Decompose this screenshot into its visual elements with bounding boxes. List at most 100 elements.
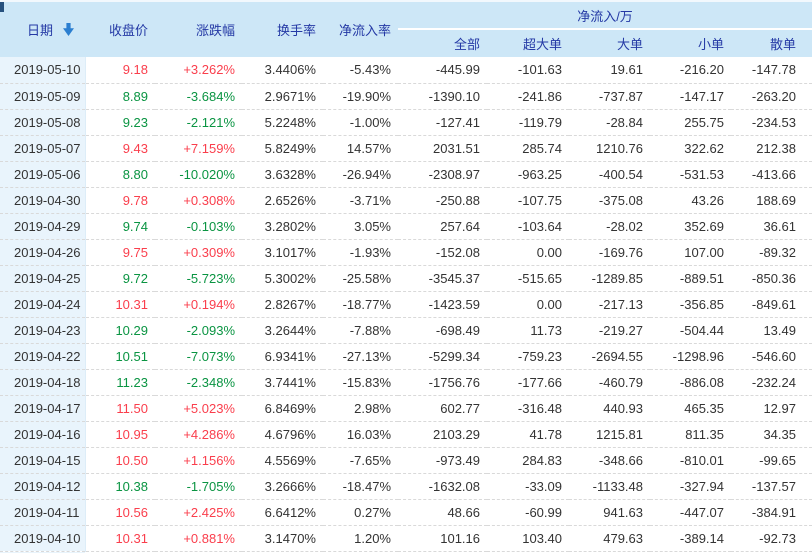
turnover-rate-cell: 6.6412% bbox=[242, 499, 323, 526]
inflow-rate-cell: 1.20% bbox=[323, 525, 398, 552]
inflow-retail-cell: 12.97 bbox=[731, 395, 812, 422]
inflow-small-cell: 465.35 bbox=[650, 395, 731, 422]
change-percent-cell: +0.194% bbox=[155, 291, 242, 318]
inflow-super-large-cell: -107.75 bbox=[487, 187, 569, 214]
inflow-small-cell: -447.07 bbox=[650, 499, 731, 526]
inflow-retail-cell: -147.78 bbox=[731, 57, 812, 84]
table-row: 2019-05-10 9.18 +3.262% 3.4406% -5.43% -… bbox=[0, 57, 812, 84]
inflow-large-cell: 440.93 bbox=[569, 395, 650, 422]
inflow-large-cell: -28.84 bbox=[569, 109, 650, 136]
inflow-large-cell: -1289.85 bbox=[569, 265, 650, 292]
turnover-rate-cell: 2.8267% bbox=[242, 291, 323, 318]
inflow-retail-cell: 13.49 bbox=[731, 317, 812, 344]
close-price-cell: 10.29 bbox=[85, 317, 155, 344]
close-price-cell: 10.31 bbox=[85, 525, 155, 552]
column-header-change: 涨跌幅 bbox=[155, 2, 242, 57]
date-cell: 2019-04-16 bbox=[0, 421, 86, 448]
inflow-large-cell: -375.08 bbox=[569, 187, 650, 214]
inflow-large-cell: 1210.76 bbox=[569, 135, 650, 162]
inflow-super-large-cell: 103.40 bbox=[487, 525, 569, 552]
inflow-large-cell: -28.02 bbox=[569, 213, 650, 240]
inflow-small-cell: -147.17 bbox=[650, 83, 731, 110]
close-price-cell: 9.78 bbox=[85, 187, 155, 214]
date-cell: 2019-04-11 bbox=[0, 499, 86, 526]
column-header-all: 全部 bbox=[398, 29, 487, 57]
change-percent-cell: -10.020% bbox=[155, 161, 242, 188]
inflow-all-cell: -1756.76 bbox=[398, 369, 487, 396]
inflow-small-cell: 107.00 bbox=[650, 239, 731, 266]
inflow-all-cell: -698.49 bbox=[398, 317, 487, 344]
turnover-rate-cell: 2.6526% bbox=[242, 187, 323, 214]
close-price-cell: 10.38 bbox=[85, 473, 155, 500]
turnover-rate-cell: 5.3002% bbox=[242, 265, 323, 292]
table-row: 2019-05-06 8.80 -10.020% 3.6328% -26.94%… bbox=[0, 161, 812, 188]
table-row: 2019-04-22 10.51 -7.073% 6.9341% -27.13%… bbox=[0, 343, 812, 370]
inflow-rate-cell: -5.43% bbox=[323, 57, 398, 84]
change-percent-cell: -5.723% bbox=[155, 265, 242, 292]
close-price-cell: 9.72 bbox=[85, 265, 155, 292]
inflow-large-cell: -348.66 bbox=[569, 447, 650, 474]
change-percent-cell: +5.023% bbox=[155, 395, 242, 422]
inflow-small-cell: -356.85 bbox=[650, 291, 731, 318]
inflow-super-large-cell: -963.25 bbox=[487, 161, 569, 188]
inflow-all-cell: -152.08 bbox=[398, 239, 487, 266]
change-percent-cell: -2.348% bbox=[155, 369, 242, 396]
date-cell: 2019-05-08 bbox=[0, 109, 86, 136]
inflow-retail-cell: -849.61 bbox=[731, 291, 812, 318]
corner-accent bbox=[0, 2, 4, 12]
inflow-retail-cell: -99.65 bbox=[731, 447, 812, 474]
inflow-large-cell: -217.13 bbox=[569, 291, 650, 318]
inflow-super-large-cell: 0.00 bbox=[487, 239, 569, 266]
inflow-rate-cell: 0.27% bbox=[323, 499, 398, 526]
sort-descending-icon[interactable] bbox=[63, 23, 75, 36]
table-row: 2019-04-16 10.95 +4.286% 4.6796% 16.03% … bbox=[0, 421, 812, 448]
date-cell: 2019-05-10 bbox=[0, 57, 86, 84]
inflow-super-large-cell: -316.48 bbox=[487, 395, 569, 422]
inflow-rate-cell: 14.57% bbox=[323, 135, 398, 162]
inflow-small-cell: 811.35 bbox=[650, 421, 731, 448]
inflow-super-large-cell: 284.83 bbox=[487, 447, 569, 474]
turnover-rate-cell: 5.2248% bbox=[242, 109, 323, 136]
table-row: 2019-05-08 9.23 -2.121% 5.2248% -1.00% -… bbox=[0, 109, 812, 136]
inflow-super-large-cell: -177.66 bbox=[487, 369, 569, 396]
inflow-rate-cell: -7.88% bbox=[323, 317, 398, 344]
inflow-small-cell: -886.08 bbox=[650, 369, 731, 396]
inflow-rate-cell: -1.93% bbox=[323, 239, 398, 266]
column-header-date[interactable]: 日期 bbox=[0, 2, 85, 57]
table-row: 2019-04-26 9.75 +0.309% 3.1017% -1.93% -… bbox=[0, 239, 812, 266]
inflow-small-cell: -810.01 bbox=[650, 447, 731, 474]
inflow-large-cell: -1133.48 bbox=[569, 473, 650, 500]
inflow-all-cell: -5299.34 bbox=[398, 343, 487, 370]
close-price-cell: 11.23 bbox=[85, 369, 155, 396]
inflow-retail-cell: 188.69 bbox=[731, 187, 812, 214]
inflow-super-large-cell: 285.74 bbox=[487, 135, 569, 162]
inflow-all-cell: -1423.59 bbox=[398, 291, 487, 318]
inflow-retail-cell: -850.36 bbox=[731, 265, 812, 292]
change-percent-cell: +4.286% bbox=[155, 421, 242, 448]
inflow-small-cell: 255.75 bbox=[650, 109, 731, 136]
inflow-super-large-cell: -241.86 bbox=[487, 83, 569, 110]
turnover-rate-cell: 5.8249% bbox=[242, 135, 323, 162]
turnover-rate-cell: 3.2802% bbox=[242, 213, 323, 240]
column-header-retail: 散单 bbox=[731, 29, 812, 57]
inflow-retail-cell: -232.24 bbox=[731, 369, 812, 396]
inflow-large-cell: -737.87 bbox=[569, 83, 650, 110]
inflow-large-cell: 941.63 bbox=[569, 499, 650, 526]
inflow-rate-cell: -7.65% bbox=[323, 447, 398, 474]
inflow-all-cell: -1390.10 bbox=[398, 83, 487, 110]
table-row: 2019-04-12 10.38 -1.705% 3.2666% -18.47%… bbox=[0, 473, 812, 500]
inflow-small-cell: -216.20 bbox=[650, 57, 731, 84]
date-cell: 2019-04-29 bbox=[0, 213, 86, 240]
table-row: 2019-04-25 9.72 -5.723% 5.3002% -25.58% … bbox=[0, 265, 812, 292]
table-row: 2019-04-24 10.31 +0.194% 2.8267% -18.77%… bbox=[0, 291, 812, 318]
inflow-small-cell: -1298.96 bbox=[650, 343, 731, 370]
inflow-large-cell: 19.61 bbox=[569, 57, 650, 84]
close-price-cell: 9.74 bbox=[85, 213, 155, 240]
inflow-super-large-cell: -60.99 bbox=[487, 499, 569, 526]
inflow-rate-cell: -3.71% bbox=[323, 187, 398, 214]
table-row: 2019-04-18 11.23 -2.348% 3.7441% -15.83%… bbox=[0, 369, 812, 396]
date-cell: 2019-05-07 bbox=[0, 135, 86, 162]
close-price-cell: 9.18 bbox=[85, 57, 155, 84]
next-row-sliver bbox=[0, 551, 85, 553]
